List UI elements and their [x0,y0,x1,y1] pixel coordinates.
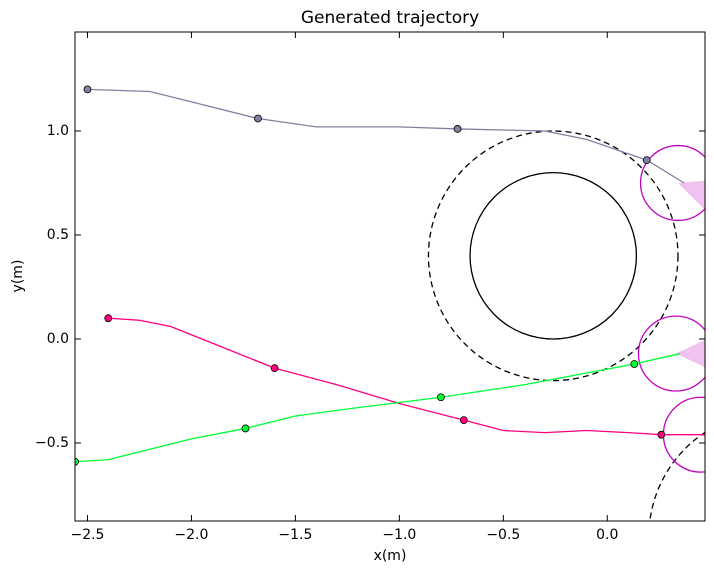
x-tick-label: −1.5 [278,527,312,543]
x-tick-label: −2.0 [174,527,208,543]
trajectory-marker [105,315,112,322]
trajectory-marker [84,86,91,93]
trajectory-marker [631,360,638,367]
trajectory-marker [643,157,650,164]
x-tick-label: 0.0 [596,527,618,543]
trajectory-marker [242,425,249,432]
y-axis-label: y(m) [10,260,26,293]
x-tick-label: −2.5 [70,527,104,543]
trajectory-marker [254,115,261,122]
x-axis-label: x(m) [374,548,407,564]
trajectory-marker [437,394,444,401]
y-tick-label: 1.0 [47,123,69,139]
y-tick-label: −0.5 [35,435,69,451]
y-tick-label: 0.0 [47,331,69,347]
x-tick-label: −0.5 [486,527,520,543]
trajectory-marker [658,431,665,438]
trajectory-marker [271,365,278,372]
x-tick-label: −1.0 [382,527,416,543]
trajectory-marker [460,417,467,424]
chart-title: Generated trajectory [301,8,479,28]
trajectory-marker [454,125,461,132]
y-tick-label: 0.5 [47,227,69,243]
